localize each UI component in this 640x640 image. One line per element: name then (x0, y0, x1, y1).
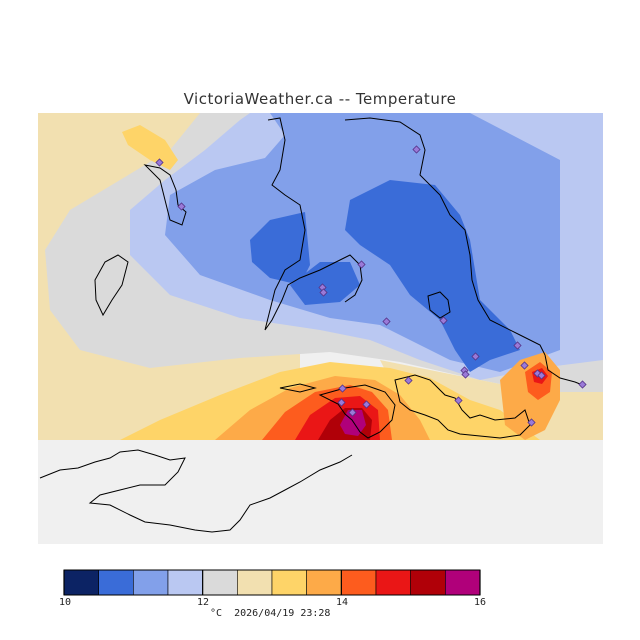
station-marker (520, 361, 529, 370)
legend-swatch-12.5-13 (237, 569, 273, 596)
legend-swatch-10.5-11 (98, 569, 134, 596)
coastline-islands-west (143, 164, 187, 226)
legend-swatch-12-12.5 (202, 569, 238, 596)
legend-swatch-15.5-16 (445, 569, 481, 596)
station-marker (319, 288, 328, 297)
legend-swatch-11-11.5 (133, 569, 169, 596)
legend-unit: °C (210, 608, 223, 619)
coastline-southshore (279, 383, 396, 439)
legend-caption: °C 2026/04/19 23:28 (210, 608, 330, 619)
station-marker (471, 352, 480, 361)
legend-swatch-10-10.5 (63, 569, 99, 596)
coastline-victoria (394, 374, 531, 439)
station-marker (527, 418, 536, 427)
contour-10-5-central (290, 262, 360, 305)
station-marker (412, 145, 421, 154)
coastline-peninsula-east (544, 354, 586, 387)
legend-swatch-13.5-14 (306, 569, 342, 596)
legend-colorbar (63, 569, 481, 596)
station-marker (454, 396, 463, 405)
station-marker (513, 341, 522, 350)
legend-swatch-14.5-15 (375, 569, 411, 596)
legend-timestamp: 2026/04/19 23:28 (234, 608, 331, 619)
legend-tick-12: 12 (197, 597, 210, 608)
no-data-south (38, 440, 603, 544)
station-marker (357, 260, 366, 269)
station-marker (177, 202, 186, 211)
legend-swatch-11.5-12 (167, 569, 203, 596)
map-title: VictoriaWeather.ca -- Temperature (183, 90, 457, 108)
coastline-saanich-east (344, 117, 546, 356)
station-marker (439, 316, 448, 325)
contour-10-5-west (250, 212, 310, 285)
legend-tick-10: 10 (59, 597, 72, 608)
station-marker (461, 370, 470, 379)
legend-swatch-14-14.5 (341, 569, 377, 596)
legend-tick-14: 14 (336, 597, 349, 608)
station-marker (578, 380, 587, 389)
contour-nw-13-0 (122, 125, 178, 170)
legend-swatch-15-15.5 (410, 569, 446, 596)
coastline-island-center (427, 291, 451, 319)
coastline-saanich-west (264, 117, 363, 331)
contour-10-5-east (345, 180, 520, 372)
station-marker (404, 376, 413, 385)
contour-15-5 (340, 410, 366, 436)
station-marker (337, 398, 346, 407)
temperature-contours (38, 113, 603, 544)
station-marker (382, 317, 391, 326)
coastlines (39, 117, 586, 533)
station-marker (338, 384, 347, 393)
station-markers (155, 145, 587, 427)
coastline-small-island-west (94, 254, 129, 317)
station-marker (348, 408, 357, 417)
station-marker (537, 371, 546, 380)
legend-swatch-13-13.5 (271, 569, 307, 596)
legend-tick-16: 16 (474, 597, 487, 608)
station-marker (362, 400, 371, 409)
station-marker (155, 158, 164, 167)
coastline-mainland-southwest (39, 449, 353, 533)
